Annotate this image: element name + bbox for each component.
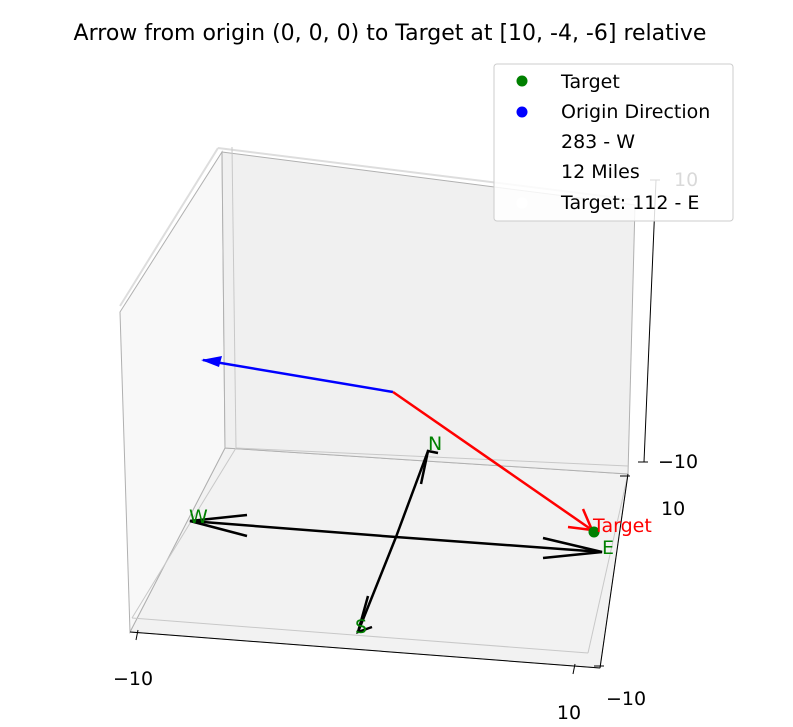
- legend: Target Origin Direction 283 - W 12 Miles…: [493, 63, 734, 222]
- compass-label-east: E: [602, 537, 614, 559]
- compass-arrow-south: [356, 536, 398, 633]
- pane-edge-floor-right: [587, 473, 629, 654]
- compass-arrowhead-east: [542, 536, 603, 560]
- x-tick-mark-max: [572, 663, 576, 675]
- chart-title: Arrow from origin (0, 0, 0) to Target at…: [74, 21, 707, 46]
- origin-direction-arrowhead: [201, 356, 222, 367]
- y-tick-label: −10: [606, 688, 646, 710]
- target-point: [588, 526, 600, 538]
- target-point-label: Target: [592, 515, 652, 537]
- pane-edge-top-left: [119, 147, 219, 307]
- legend-box: [493, 63, 734, 222]
- y-tick-label: 10: [661, 498, 685, 520]
- compass-arrowhead-west: [189, 513, 248, 538]
- compass-arrowhead-south: [356, 595, 373, 634]
- legend-marker-heading: [516, 136, 528, 148]
- compass-label-west: W: [189, 506, 208, 528]
- legend-marker-origin-direction: [516, 106, 528, 118]
- legend-label-target-bearing: Target: 112 - E: [560, 192, 699, 214]
- legend-label-distance: 12 Miles: [561, 161, 640, 183]
- pane-edge-floor-front: [131, 617, 589, 654]
- origin-direction-arrow: [202, 358, 394, 394]
- compass-arrows: [189, 449, 603, 634]
- legend-label-heading: 283 - W: [561, 131, 635, 153]
- compass-label-north: N: [428, 433, 442, 455]
- x-tick-label: −10: [113, 668, 153, 690]
- compass-arrow-west: [189, 519, 397, 539]
- pane-edge-floor-back: [235, 447, 629, 467]
- x-axis-line: [129, 631, 601, 669]
- z-tick-label: −10: [658, 451, 698, 473]
- x-tick-label: 10: [557, 702, 581, 724]
- legend-label-origin-direction: Origin Direction: [561, 101, 710, 123]
- legend-marker-distance: [516, 166, 528, 178]
- legend-marker-target-bearing: [516, 197, 528, 209]
- pane-edge-floor-left: [131, 447, 237, 619]
- y-axis-line: [599, 473, 629, 669]
- legend-marker-target: [516, 75, 528, 87]
- z-axis-line: [643, 179, 657, 463]
- compass-arrowhead-north: [419, 449, 439, 485]
- target-arrow: [392, 390, 593, 532]
- legend-label-target: Target: [560, 71, 620, 93]
- compass-arrow-north: [394, 450, 430, 538]
- compass-label-south: S: [355, 616, 367, 638]
- x-tick-mark-min: [135, 629, 139, 641]
- compass-arrow-east: [395, 535, 603, 554]
- pane-edge-vertical: [231, 146, 237, 449]
